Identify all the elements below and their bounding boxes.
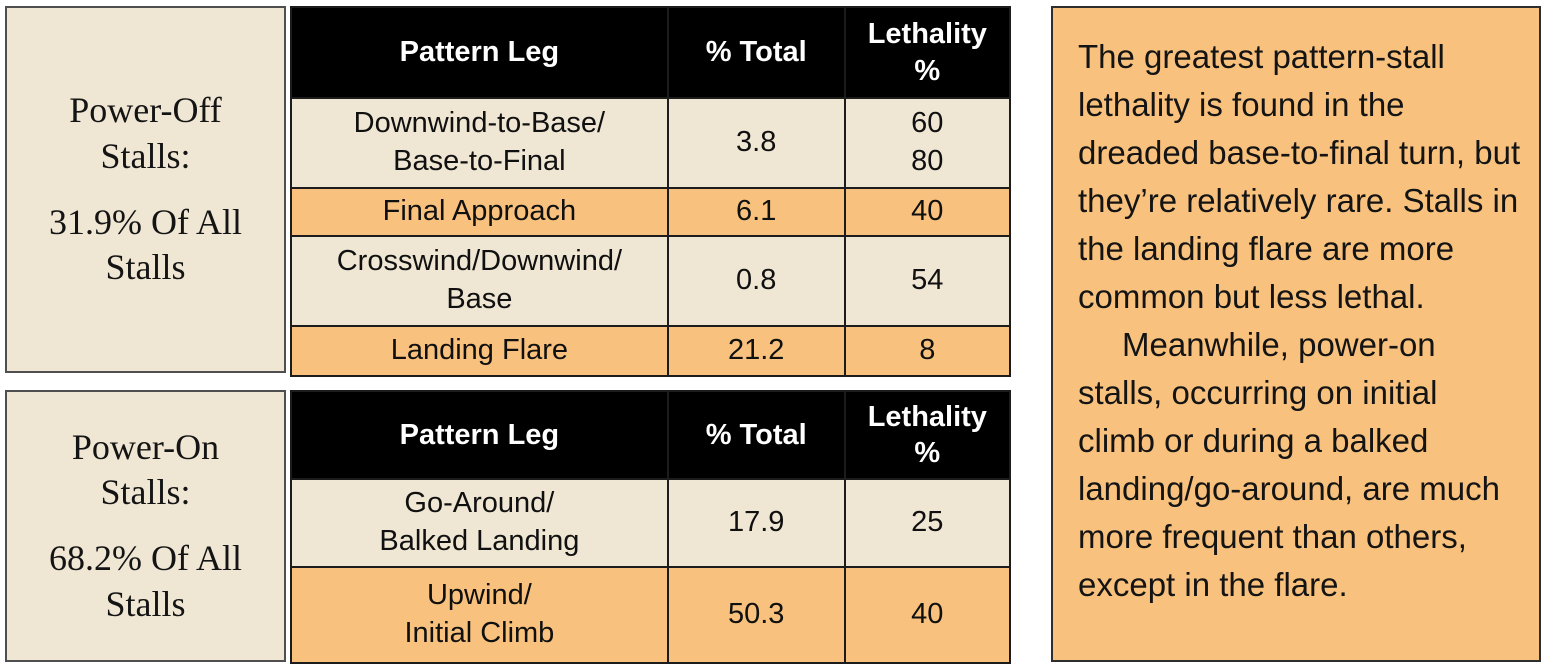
cell-lethality: 54 xyxy=(843,235,1012,327)
cell-pct-total: 50.3 xyxy=(666,566,846,664)
cell-pct-total: 6.1 xyxy=(666,187,846,237)
table-row: Final Approach 6.1 40 xyxy=(290,187,1012,237)
cell-lethality: 40 xyxy=(843,566,1012,664)
header-pct-total: % Total xyxy=(666,390,846,480)
cell-pattern-leg: Upwind/ Initial Climb xyxy=(290,566,669,664)
cell-lethality: 60 80 xyxy=(843,97,1012,189)
note-panel: The greatest pattern-stall lethality is … xyxy=(1051,6,1541,662)
power-off-title: Power-Off Stalls: xyxy=(69,90,222,176)
cell-pct-total: 3.8 xyxy=(666,97,846,189)
header-lethality: Lethality % xyxy=(843,6,1012,99)
power-off-label-box: Power-Off Stalls: 31.9% Of All Stalls xyxy=(5,6,286,373)
table-row: Upwind/ Initial Climb 50.3 40 xyxy=(290,566,1012,664)
note-paragraph-1: The greatest pattern-stall lethality is … xyxy=(1078,38,1521,315)
cell-pct-total: 17.9 xyxy=(666,478,846,568)
header-pct-total: % Total xyxy=(666,6,846,99)
cell-pattern-leg: Go-Around/ Balked Landing xyxy=(290,478,669,568)
table-row: Go-Around/ Balked Landing 17.9 25 xyxy=(290,478,1012,568)
cell-lethality: 8 xyxy=(843,325,1012,377)
header-pattern-leg: Pattern Leg xyxy=(290,390,669,480)
power-on-label-box: Power-On Stalls: 68.2% Of All Stalls xyxy=(5,390,286,662)
table-row: Downwind-to-Base/ Base-to-Final 3.8 60 8… xyxy=(290,97,1012,189)
cell-lethality: 40 xyxy=(843,187,1012,237)
header-pattern-leg: Pattern Leg xyxy=(290,6,669,99)
table-header-row: Pattern Leg % Total Lethality % xyxy=(290,390,1012,480)
power-off-subtitle: 31.9% Of All Stalls xyxy=(49,201,242,288)
cell-pct-total: 0.8 xyxy=(666,235,846,327)
note-paragraph-2: Meanwhile, power-on stalls, occurring on… xyxy=(1078,326,1500,603)
power-on-table: Pattern Leg % Total Lethality % Go-Aroun… xyxy=(290,390,1012,664)
cell-pattern-leg: Landing Flare xyxy=(290,325,669,377)
table-row: Landing Flare 21.2 8 xyxy=(290,325,1012,377)
cell-pattern-leg: Crosswind/Downwind/ Base xyxy=(290,235,669,327)
cell-pattern-leg: Downwind-to-Base/ Base-to-Final xyxy=(290,97,669,189)
cell-pattern-leg: Final Approach xyxy=(290,187,669,237)
table-row: Crosswind/Downwind/ Base 0.8 54 xyxy=(290,235,1012,327)
power-on-title: Power-On Stalls: xyxy=(71,426,220,513)
cell-lethality: 25 xyxy=(843,478,1012,568)
table-header-row: Pattern Leg % Total Lethality % xyxy=(290,6,1012,99)
header-lethality: Lethality % xyxy=(843,390,1012,480)
power-on-subtitle: 68.2% Of All Stalls xyxy=(49,538,242,624)
cell-pct-total: 21.2 xyxy=(666,325,846,377)
power-off-table: Pattern Leg % Total Lethality % Downwind… xyxy=(290,6,1012,377)
